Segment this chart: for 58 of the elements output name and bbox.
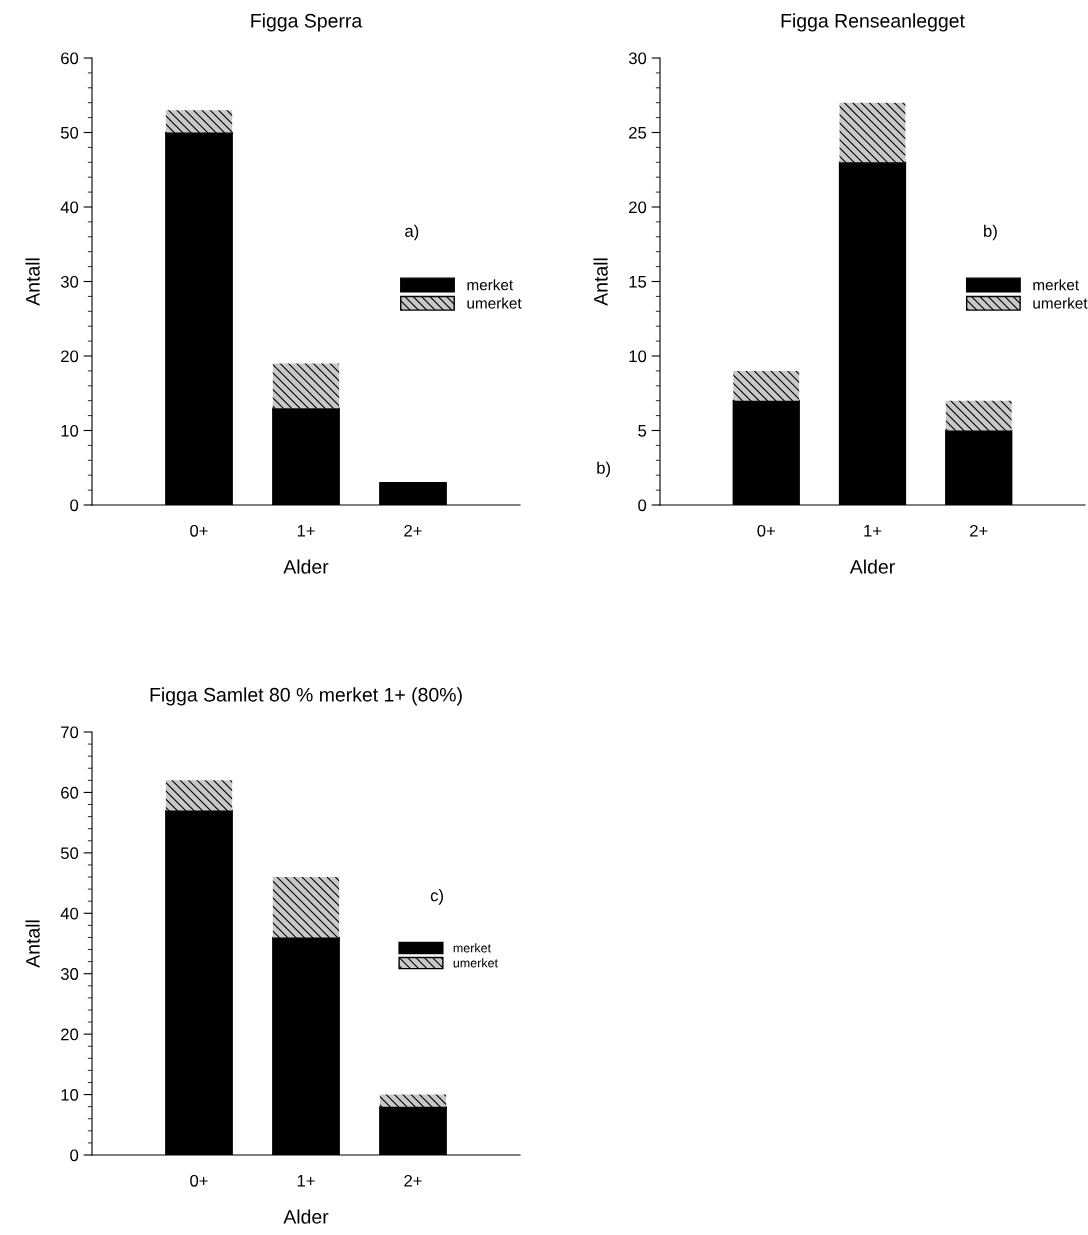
x-axis-title: Alder: [283, 1209, 329, 1224]
x-tick-label: 1+: [297, 525, 315, 537]
x-tick-label: 2+: [404, 1174, 422, 1187]
legend-label: umerket: [467, 297, 522, 309]
y-tick-label: 10: [61, 424, 79, 437]
y-tick-label: 30: [60, 968, 79, 980]
legend-label: umerket: [453, 958, 498, 968]
y-tick-label: 0: [70, 1149, 79, 1162]
y-tick-label: 20: [61, 350, 79, 363]
bar: [379, 1094, 447, 1107]
x-axis-title: Alder: [283, 559, 329, 574]
y-tick-label: 20: [61, 1028, 79, 1041]
y-tick-label: 20: [629, 201, 647, 214]
bar: [272, 363, 340, 409]
legend-label: umerket: [1033, 297, 1088, 309]
y-tick-label: 5: [638, 425, 647, 437]
y-axis-title: Antall: [25, 258, 40, 306]
chart-title: Figga Samlet 80 % merket 1+ (80%): [150, 687, 462, 706]
y-tick-label: 0: [70, 499, 79, 512]
x-tick-label: 2+: [970, 524, 988, 537]
bar: [733, 370, 800, 401]
bar: [272, 877, 340, 938]
legend-label: merket: [453, 943, 491, 953]
y-tick-label: 60: [61, 786, 79, 799]
x-axis-title: Alder: [849, 559, 895, 574]
y-tick-label: 15: [629, 276, 647, 288]
legend-label: merket: [1033, 279, 1079, 291]
y-tick-label: 50: [60, 847, 79, 860]
y-tick-label: 50: [60, 126, 79, 139]
x-tick-label: 2+: [404, 524, 422, 537]
x-tick-label: 1+: [864, 525, 882, 537]
y-tick-label: 25: [629, 126, 647, 139]
legend-label: merket: [467, 279, 514, 291]
y-tick-label: 10: [629, 350, 647, 363]
annotation: a): [405, 224, 419, 241]
y-tick-label: 10: [61, 1088, 79, 1101]
bar: [165, 780, 233, 811]
y-tick-label: 0: [638, 499, 647, 512]
y-tick-label: 30: [60, 275, 79, 288]
annotation: c): [430, 889, 443, 905]
y-tick-label: 70: [61, 726, 79, 739]
annotation: b): [984, 224, 997, 241]
bar: [165, 110, 233, 133]
text: b): [597, 461, 611, 478]
y-axis-title: Antall: [593, 258, 608, 306]
chart-title: Figga Renseanlegget: [781, 13, 965, 32]
y-axis-title: Antall: [25, 920, 40, 968]
bar: [839, 102, 906, 163]
x-tick-label: 1+: [297, 1175, 315, 1187]
x-tick-label: 0+: [190, 524, 208, 537]
bar: [945, 400, 1012, 431]
y-tick-label: 60: [61, 52, 79, 65]
y-tick-label: 40: [60, 907, 79, 920]
x-tick-label: 0+: [190, 1174, 208, 1187]
x-tick-label: 0+: [757, 524, 775, 537]
y-tick-label: 30: [628, 52, 647, 65]
y-tick-label: 40: [60, 201, 79, 214]
chart-title: Figga Sperra: [251, 13, 363, 32]
